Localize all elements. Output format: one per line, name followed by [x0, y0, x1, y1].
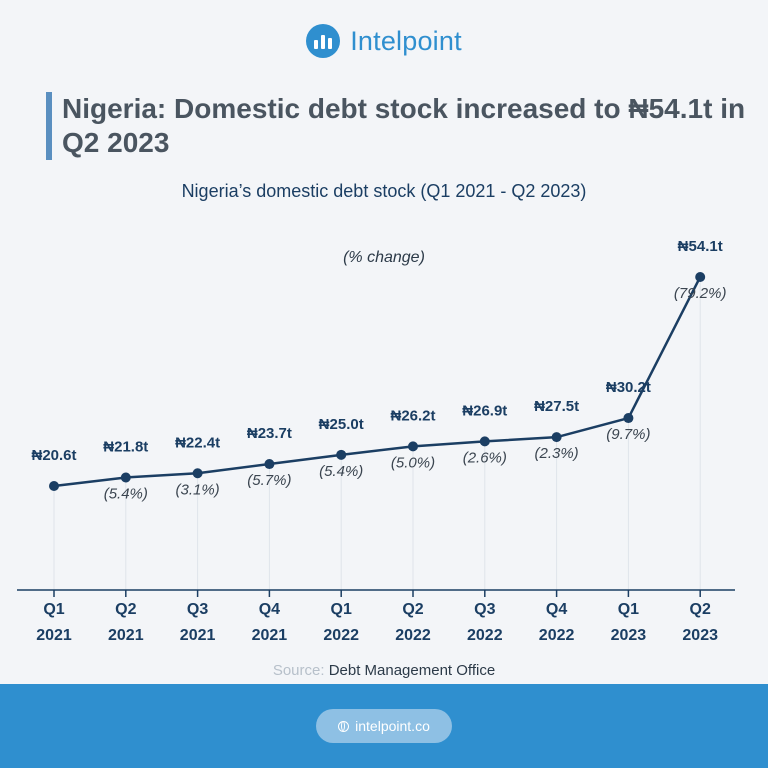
pct-change-label: (79.2%): [674, 285, 727, 302]
value-label: ₦26.9t: [462, 402, 507, 419]
x-tick-quarter: Q1: [331, 601, 352, 618]
footer-bar: intelpoint.co: [0, 684, 768, 768]
data-point: [695, 271, 706, 282]
x-tick-quarter: Q2: [690, 601, 711, 618]
value-label: ₦25.0t: [319, 416, 364, 433]
pct-change-label: (5.4%): [104, 486, 148, 503]
data-point: [49, 481, 59, 491]
pct-change-label: (2.6%): [463, 449, 507, 466]
x-tick-year: 2021: [180, 627, 216, 644]
pct-change-label: (9.7%): [606, 426, 650, 443]
data-point: [623, 413, 634, 424]
x-tick-year: 2021: [252, 627, 288, 644]
data-point: [192, 468, 203, 479]
source-prefix: Source:: [272, 662, 325, 679]
x-tick-quarter: Q1: [43, 601, 64, 618]
x-tick-quarter: Q3: [474, 601, 495, 618]
value-label: ₦21.8t: [103, 439, 148, 456]
x-tick-quarter: Q4: [259, 601, 280, 618]
guide-lines: [53, 276, 701, 590]
x-tick-year: 2022: [467, 627, 503, 644]
value-label: ₦26.2t: [390, 407, 435, 424]
x-tick-quarter: Q2: [402, 601, 423, 618]
data-point: [479, 436, 490, 447]
x-tick-quarter: Q4: [546, 601, 567, 618]
data-point: [264, 459, 275, 470]
series-line: [53, 276, 702, 488]
pct-change-label: (3.1%): [176, 481, 220, 498]
value-label: ₦27.5t: [534, 398, 579, 415]
value-label: ₦22.4t: [175, 434, 220, 451]
data-point: [551, 432, 562, 443]
x-tick-year: 2022: [323, 627, 359, 644]
pct-change-label: (2.3%): [535, 445, 579, 462]
x-tick-year: 2023: [611, 627, 647, 644]
x-tick-quarter: Q3: [187, 601, 208, 618]
pct-change-label: (5.7%): [247, 472, 291, 489]
x-tick-quarter: Q1: [618, 601, 639, 618]
data-point: [336, 449, 347, 460]
website-link[interactable]: intelpoint.co: [316, 709, 452, 743]
pct-change-label: (5.0%): [391, 454, 435, 471]
unit-note: (% change): [343, 249, 425, 266]
globe-icon: [338, 720, 350, 732]
chart-title: Nigeria’s domestic debt stock (Q1 2021 -…: [181, 181, 587, 201]
x-tick-year: 2023: [682, 627, 718, 644]
data-point: [120, 472, 131, 483]
x-tick-year: 2021: [36, 627, 72, 644]
value-label: ₦54.1t: [678, 238, 723, 255]
x-tick-year: 2021: [108, 627, 144, 644]
x-tick-year: 2022: [395, 627, 431, 644]
value-label: ₦23.7t: [247, 425, 292, 442]
page-headline: Nigeria: Domestic debt stock increased t…: [46, 92, 762, 160]
brand-logo: Intelpoint: [0, 24, 768, 58]
website-url: intelpoint.co: [355, 718, 430, 734]
x-tick-year: 2022: [539, 627, 575, 644]
data-point: [408, 441, 418, 452]
source-text: Debt Management Office: [328, 662, 496, 679]
bar-chart-icon: [306, 24, 341, 58]
pct-change-label: (5.4%): [319, 463, 363, 480]
value-label: ₦30.2t: [606, 379, 651, 396]
line-chart: (% change) ₦20.6t ₦21.8t (5.4%) ₦22.4t (3.1%…: [17, 238, 735, 644]
brand-name: Intelpoint: [350, 25, 462, 56]
source-note: Source: Debt Management Office: [0, 662, 768, 679]
x-tick-quarter: Q2: [115, 601, 136, 618]
value-label: ₦20.6t: [31, 447, 76, 464]
